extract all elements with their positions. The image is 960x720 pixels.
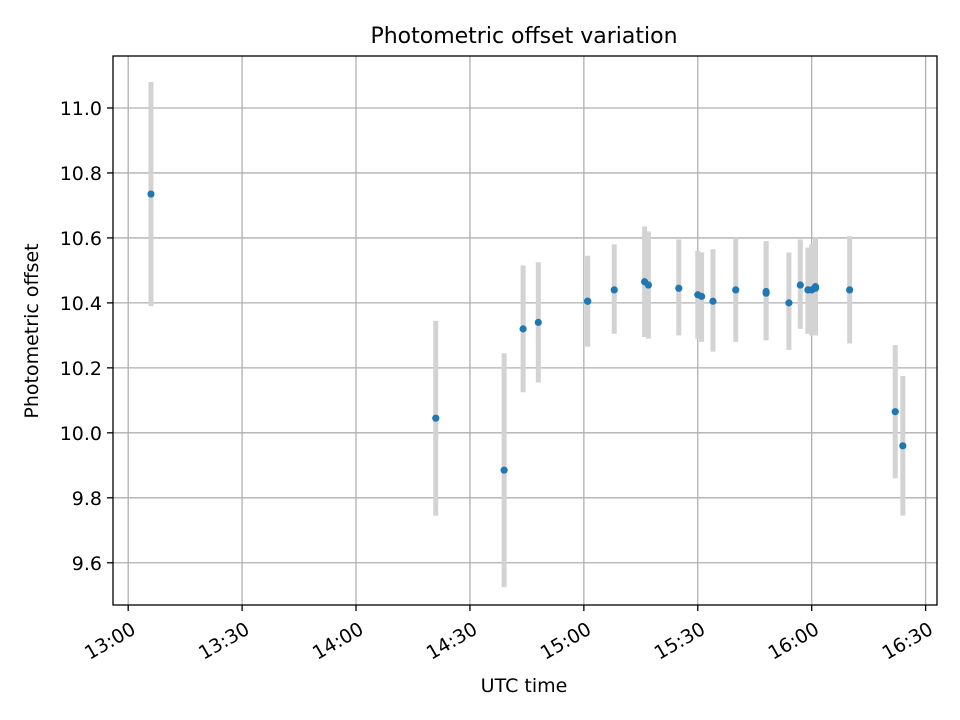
y-axis-label: Photometric offset [21,243,43,418]
data-point [147,190,155,198]
x-tick-label: 13:30 [195,618,253,664]
y-tick-label: 10.4 [60,293,102,315]
data-point [644,281,653,289]
data-point [500,466,508,474]
x-tick-label: 14:00 [309,618,367,664]
data-point [697,292,706,300]
y-tick-label: 9.6 [72,553,102,575]
data-point [732,286,740,294]
data-point [610,286,618,294]
y-tick-label: 11.0 [60,98,102,120]
x-tick-label: 14:30 [423,618,481,664]
y-axis-ticks: 9.6 9.8 10.0 10.2 10.4 10.6 10.8 11.0 [60,98,113,575]
x-tick-label: 13:00 [81,618,139,664]
x-axis-label: UTC time [481,675,568,697]
data-point [891,408,899,416]
chart-title: Photometric offset variation [370,24,677,49]
y-tick-label: 10.0 [60,423,102,445]
x-tick-label: 16:30 [878,618,936,664]
data-point [846,286,854,294]
data-point [811,283,820,291]
x-tick-label: 16:00 [765,618,823,664]
data-point [432,414,440,422]
data-points [147,190,907,474]
y-tick-label: 10.6 [60,228,102,250]
y-tick-label: 10.2 [60,358,102,380]
y-tick-label: 10.8 [60,163,102,185]
data-point [709,297,717,305]
y-tick-label: 9.8 [72,488,102,510]
data-point [584,297,592,305]
data-point [675,284,683,292]
x-tick-label: 15:00 [537,618,595,664]
plot-frame [112,55,938,606]
data-point [785,299,793,307]
data-point [796,281,804,289]
data-point [534,318,542,326]
error-bars [148,81,906,588]
data-point [519,325,527,333]
data-point [762,289,770,297]
data-point [899,442,907,450]
x-axis-ticks: 13:00 13:30 14:00 14:30 15:00 15:30 16:00 16:30 [81,605,937,664]
x-tick-label: 15:30 [651,618,709,664]
